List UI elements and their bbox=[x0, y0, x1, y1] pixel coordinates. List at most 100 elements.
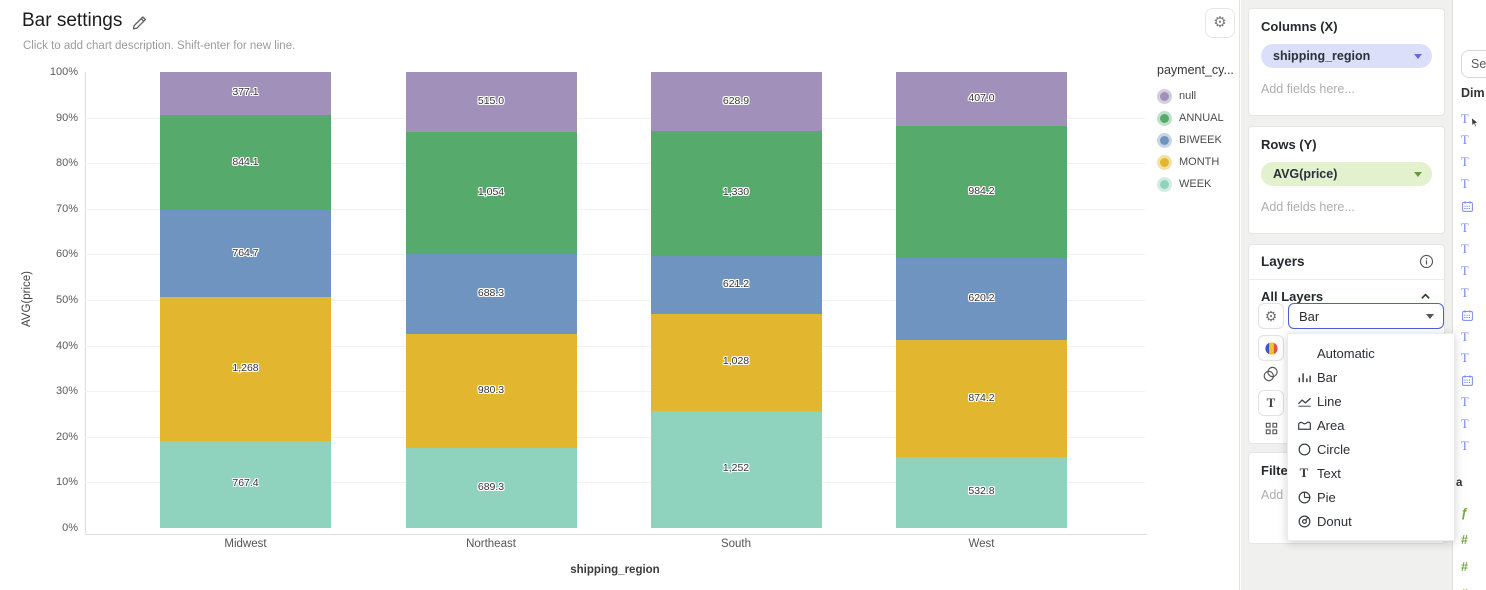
rows-add-fields-dropzone[interactable]: Add fields here... bbox=[1261, 200, 1355, 214]
text-icon: T bbox=[1299, 465, 1309, 480]
text-field-icon: T bbox=[1461, 264, 1469, 279]
area-icon bbox=[1296, 417, 1312, 433]
gridline bbox=[85, 300, 1145, 301]
info-icon[interactable] bbox=[1419, 254, 1434, 269]
field-item[interactable] bbox=[1461, 197, 1481, 215]
field-item[interactable]: T bbox=[1461, 437, 1481, 455]
y-axis-tick-label: 100% bbox=[49, 66, 78, 78]
gridline bbox=[85, 254, 1145, 256]
bar-group-west: 532.8 874.2 620.2 984.2 407.0 bbox=[896, 72, 1067, 528]
legend-item-label: null bbox=[1179, 90, 1197, 102]
field-item[interactable]: T bbox=[1461, 350, 1481, 368]
plot-area: 767.4 1,268 764.7 844.1 377.1 689.3 980.3 688.3… bbox=[85, 72, 1145, 528]
field-item[interactable]: # bbox=[1461, 558, 1481, 576]
mark-menu-item-donut[interactable]: Donut bbox=[1288, 509, 1454, 533]
mark-menu-item-label: Bar bbox=[1317, 369, 1338, 385]
bar-segment bbox=[896, 72, 1067, 127]
bar-value-label: 980.3 bbox=[477, 384, 505, 397]
columns-add-fields-dropzone[interactable]: Add fields here... bbox=[1261, 82, 1355, 96]
field-item[interactable]: T bbox=[1461, 132, 1481, 150]
field-item[interactable]: T bbox=[1461, 154, 1481, 172]
legend-title: payment_cy... bbox=[1157, 63, 1234, 77]
field-item[interactable]: # bbox=[1461, 585, 1481, 590]
mark-menu-item-circle[interactable]: Circle bbox=[1288, 437, 1454, 461]
edit-title-pencil-icon[interactable] bbox=[131, 13, 149, 31]
bar-value-label: 1,028 bbox=[722, 355, 750, 368]
mark-menu-item-text[interactable]: T Text bbox=[1288, 461, 1454, 485]
legend-swatch-icon bbox=[1160, 91, 1169, 101]
field-item[interactable]: T bbox=[1461, 219, 1481, 237]
text-field-icon: T bbox=[1461, 285, 1469, 300]
all-layers-toggle[interactable]: All Layers bbox=[1261, 289, 1432, 304]
all-layers-label: All Layers bbox=[1261, 289, 1324, 304]
text-field-icon: T bbox=[1461, 242, 1469, 257]
x-axis-category-label: West bbox=[968, 538, 995, 550]
field-item[interactable]: T bbox=[1461, 241, 1481, 259]
columns-x-heading: Columns (X) bbox=[1261, 19, 1338, 34]
rows-field-pill[interactable]: AVG(price) bbox=[1261, 162, 1432, 186]
field-item[interactable]: T bbox=[1461, 263, 1481, 281]
y-axis-tick-label: 90% bbox=[55, 111, 78, 124]
y-axis-tick-label: 0% bbox=[62, 522, 78, 534]
field-item[interactable]: # bbox=[1461, 531, 1481, 549]
bar-segment bbox=[650, 410, 822, 528]
size-grid-icon[interactable] bbox=[1262, 419, 1280, 437]
bar-value-label: 407.0 bbox=[968, 92, 995, 105]
legend-item: null bbox=[1157, 85, 1239, 107]
mark-menu-item-line[interactable]: Line bbox=[1288, 389, 1454, 413]
text-label-icon[interactable]: T bbox=[1258, 390, 1284, 416]
mark-type-dropdown-menu: Automatic Bar Line Area Circle T Text Pie Donut bbox=[1287, 333, 1455, 541]
legend-item: WEEK bbox=[1157, 173, 1239, 195]
layer-settings-gear-icon[interactable]: ⚙ bbox=[1258, 303, 1284, 329]
chart-description-placeholder[interactable]: Click to add chart description. Shift-en… bbox=[23, 40, 296, 52]
gridline bbox=[85, 163, 1145, 165]
bar-value-label: 532.8 bbox=[968, 485, 995, 498]
bar-value-label: 844.1 bbox=[232, 155, 259, 168]
mark-type-select[interactable]: Bar bbox=[1288, 303, 1444, 329]
mark-menu-item-bar[interactable]: Bar bbox=[1288, 365, 1454, 389]
bar-segment bbox=[160, 297, 331, 441]
calendar-icon bbox=[1461, 309, 1474, 322]
bar-value-label: 1,054 bbox=[477, 185, 505, 198]
text-field-icon: T bbox=[1461, 438, 1469, 453]
number-field-icon: # bbox=[1461, 587, 1468, 590]
opacity-circles-icon[interactable] bbox=[1261, 364, 1281, 384]
bar-value-label: 688.3 bbox=[477, 287, 505, 300]
chart-settings-gear-icon[interactable]: ⚙ bbox=[1205, 8, 1235, 38]
mark-menu-item-automatic[interactable]: Automatic bbox=[1288, 341, 1454, 365]
bar-segment bbox=[405, 131, 577, 255]
donut-icon bbox=[1296, 513, 1312, 529]
drag-pointer-icon bbox=[1470, 117, 1480, 127]
line-icon bbox=[1296, 393, 1312, 409]
field-item[interactable] bbox=[1461, 372, 1481, 390]
bar-segment bbox=[160, 440, 331, 528]
field-item[interactable]: T bbox=[1461, 328, 1481, 346]
bar-value-label: 621.2 bbox=[722, 277, 750, 290]
field-item[interactable]: ƒ bbox=[1461, 504, 1481, 522]
mark-menu-item-pie[interactable]: Pie bbox=[1288, 485, 1454, 509]
bar-group-south: 1,252 1,028 621.2 1,330 628.9 bbox=[650, 72, 822, 528]
field-item[interactable]: T bbox=[1461, 393, 1481, 411]
field-item[interactable]: T bbox=[1461, 110, 1481, 128]
y-axis-tick-label: 70% bbox=[55, 202, 78, 215]
gridline bbox=[85, 345, 1145, 347]
bar-value-label: 620.2 bbox=[968, 291, 995, 304]
columns-field-pill[interactable]: shipping_region bbox=[1261, 44, 1432, 68]
mark-menu-item-label: Area bbox=[1317, 417, 1345, 433]
field-search-input[interactable]: Se bbox=[1461, 50, 1486, 78]
color-palette-icon[interactable] bbox=[1258, 335, 1284, 361]
field-item[interactable]: T bbox=[1461, 175, 1481, 193]
text-field-icon: T bbox=[1461, 220, 1469, 235]
field-item[interactable] bbox=[1461, 306, 1481, 324]
field-item[interactable]: T bbox=[1461, 284, 1481, 302]
dimensions-section-label: Dim bbox=[1461, 86, 1485, 100]
bar-value-label: 377.1 bbox=[232, 86, 259, 99]
y-axis-tick-label: 60% bbox=[55, 248, 78, 261]
gridline bbox=[85, 208, 1145, 210]
mark-menu-item-area[interactable]: Area bbox=[1288, 413, 1454, 437]
legend-item-label: ANNUAL bbox=[1179, 112, 1224, 124]
field-item[interactable]: T bbox=[1461, 415, 1481, 433]
bar-segment bbox=[896, 456, 1067, 528]
bar-value-label: 1,252 bbox=[722, 462, 750, 475]
